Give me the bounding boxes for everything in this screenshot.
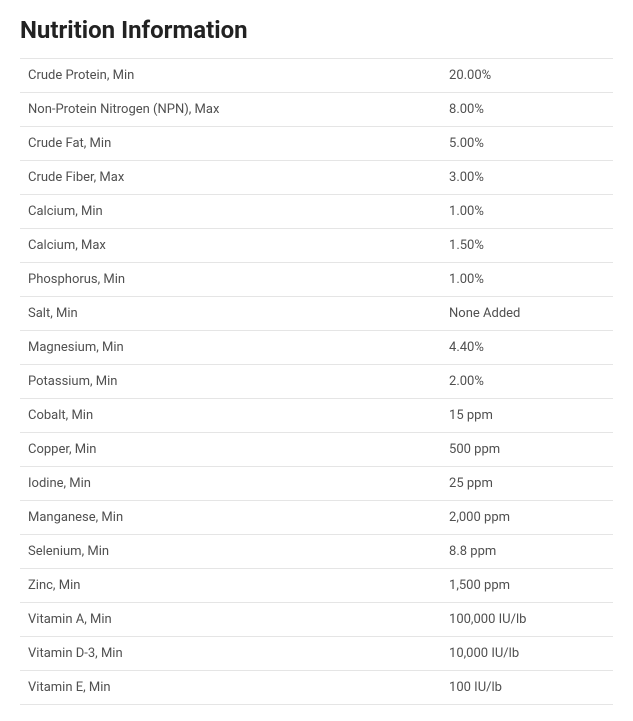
nutrient-value: 500 ppm [441, 433, 613, 467]
nutrient-label: Crude Fat, Min [20, 127, 441, 161]
nutrient-value: 15 ppm [441, 399, 613, 433]
table-row: Calcium, Max1.50% [20, 229, 613, 263]
nutrient-value: 3.00% [441, 161, 613, 195]
table-row: Potassium, Min2.00% [20, 365, 613, 399]
table-row: Cobalt, Min15 ppm [20, 399, 613, 433]
nutrient-label: Crude Fiber, Max [20, 161, 441, 195]
nutrient-value: 4.40% [441, 331, 613, 365]
nutrient-label: Vitamin D-3, Min [20, 637, 441, 671]
page-title: Nutrition Information [20, 16, 613, 44]
nutrient-value: 2,000 ppm [441, 501, 613, 535]
nutrient-label: Zinc, Min [20, 569, 441, 603]
nutrient-value: 5.00% [441, 127, 613, 161]
table-row: Phosphorus, Min1.00% [20, 263, 613, 297]
table-row: Vitamin D-3, Min10,000 IU/lb [20, 637, 613, 671]
nutrient-label: Salt, Min [20, 297, 441, 331]
table-row: Iodine, Min25 ppm [20, 467, 613, 501]
nutrient-value: 1.00% [441, 195, 613, 229]
nutrient-value: 10,000 IU/lb [441, 637, 613, 671]
nutrient-label: Iodine, Min [20, 467, 441, 501]
nutrient-label: Vitamin A, Min [20, 603, 441, 637]
nutrient-label: Manganese, Min [20, 501, 441, 535]
table-row: Zinc, Min1,500 ppm [20, 569, 613, 603]
table-row: Magnesium, Min4.40% [20, 331, 613, 365]
nutrient-value: None Added [441, 297, 613, 331]
nutrition-table: Crude Protein, Min20.00%Non-Protein Nitr… [20, 58, 613, 705]
table-row: Non-Protein Nitrogen (NPN), Max8.00% [20, 93, 613, 127]
nutrient-value: 1.00% [441, 263, 613, 297]
nutrient-value: 20.00% [441, 59, 613, 93]
nutrient-label: Calcium, Max [20, 229, 441, 263]
nutrient-label: Magnesium, Min [20, 331, 441, 365]
nutrient-label: Non-Protein Nitrogen (NPN), Max [20, 93, 441, 127]
table-row: Manganese, Min2,000 ppm [20, 501, 613, 535]
nutrient-label: Vitamin E, Min [20, 671, 441, 705]
nutrient-value: 100,000 IU/lb [441, 603, 613, 637]
nutrient-label: Calcium, Min [20, 195, 441, 229]
table-row: Crude Fat, Min5.00% [20, 127, 613, 161]
nutrient-value: 1,500 ppm [441, 569, 613, 603]
nutrient-label: Crude Protein, Min [20, 59, 441, 93]
table-row: Vitamin A, Min100,000 IU/lb [20, 603, 613, 637]
nutrient-label: Cobalt, Min [20, 399, 441, 433]
nutrient-label: Copper, Min [20, 433, 441, 467]
nutrient-value: 25 ppm [441, 467, 613, 501]
nutrient-label: Phosphorus, Min [20, 263, 441, 297]
table-row: Selenium, Min8.8 ppm [20, 535, 613, 569]
nutrition-table-body: Crude Protein, Min20.00%Non-Protein Nitr… [20, 59, 613, 705]
table-row: Copper, Min500 ppm [20, 433, 613, 467]
table-row: Crude Protein, Min20.00% [20, 59, 613, 93]
table-row: Calcium, Min1.00% [20, 195, 613, 229]
nutrient-label: Selenium, Min [20, 535, 441, 569]
nutrient-value: 100 IU/lb [441, 671, 613, 705]
table-row: Crude Fiber, Max3.00% [20, 161, 613, 195]
nutrient-value: 1.50% [441, 229, 613, 263]
table-row: Vitamin E, Min100 IU/lb [20, 671, 613, 705]
nutrient-value: 8.8 ppm [441, 535, 613, 569]
nutrient-label: Potassium, Min [20, 365, 441, 399]
nutrient-value: 8.00% [441, 93, 613, 127]
table-row: Salt, MinNone Added [20, 297, 613, 331]
nutrient-value: 2.00% [441, 365, 613, 399]
